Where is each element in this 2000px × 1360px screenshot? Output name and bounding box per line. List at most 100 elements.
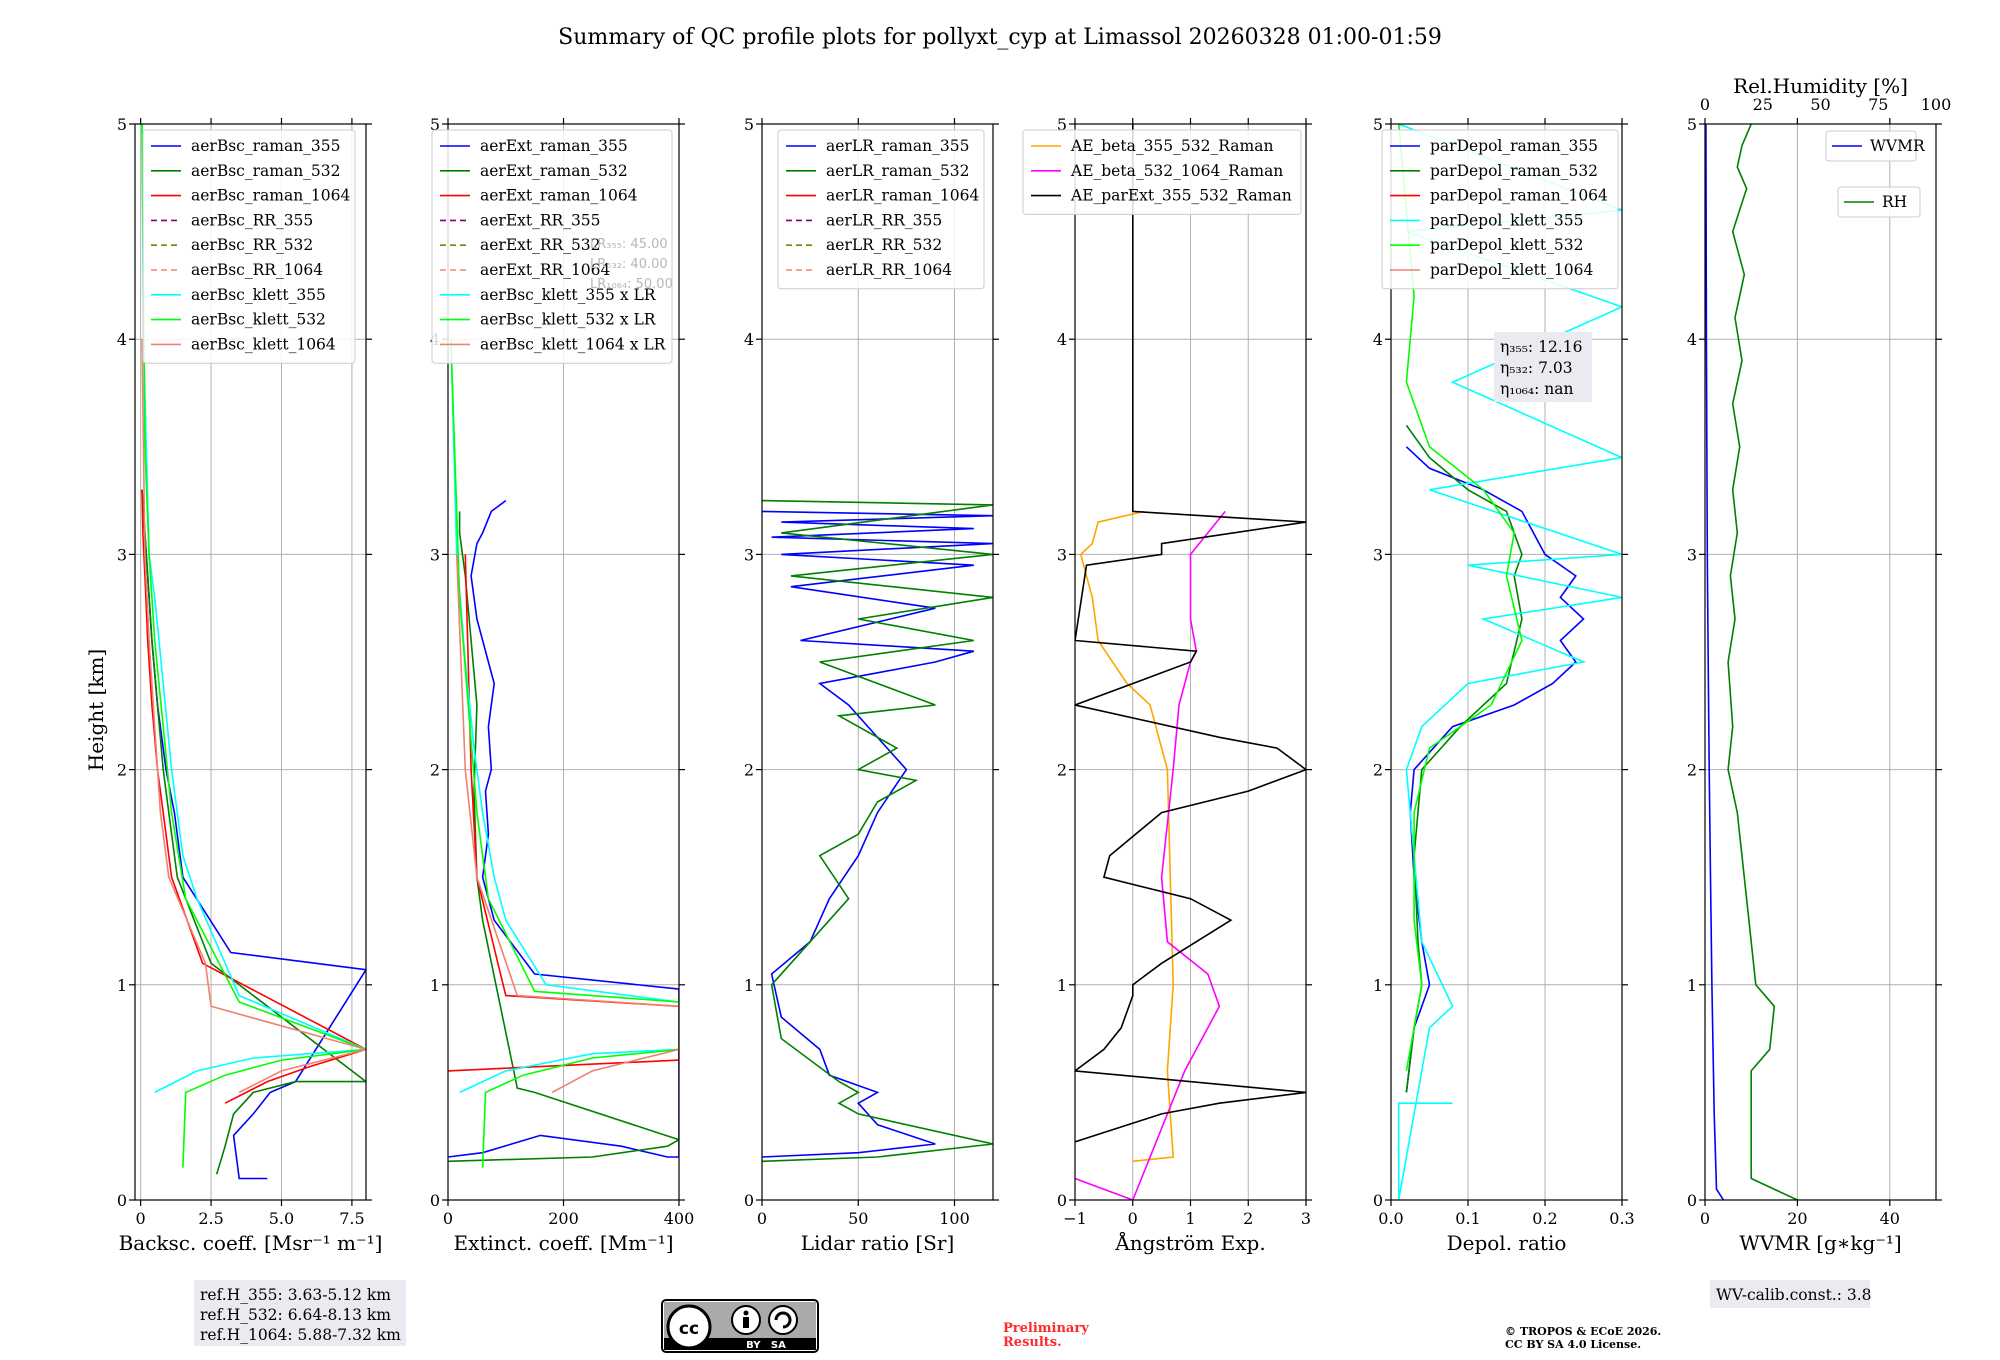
x-axis-label: WVMR [g∗kg⁻¹]	[1739, 1231, 1901, 1255]
series-line-aerBsc_klett_532	[141, 124, 366, 1168]
panel-backscatter: 0 1 2 3 4 5 0 2.5 5.0 7.5 Backsc. coeff. [Msr⁻¹ m⁻…	[117, 115, 383, 1255]
y-tick-label: 4	[1687, 330, 1697, 349]
y-tick-label: 2	[744, 761, 754, 780]
ref-height-line-355: ref.H_355: 3.63-5.12 km	[200, 1286, 391, 1304]
legend-entry: aerBsc_klett_532	[191, 311, 326, 329]
legend-entry: aerExt_raman_355	[480, 137, 628, 155]
series-group	[1075, 124, 1306, 1200]
ref-height-line-532: ref.H_532: 6.64-8.13 km	[200, 1306, 391, 1324]
series-group	[141, 124, 366, 1180]
y-tick-label: 1	[1687, 976, 1697, 995]
axes-frame	[1704, 123, 1937, 1201]
y-tick-label: 1	[744, 976, 754, 995]
legend-entry: WVMR	[1870, 137, 1926, 155]
y-tick-label: 4	[1373, 330, 1383, 349]
legend-entry: parDepol_raman_532	[1430, 162, 1598, 180]
panel-depol: 0 1 2 3 4 5 0.0 0.1 0.2 0.3 Depol. ratio parDepol_r…	[1373, 115, 1635, 1255]
legend-entry: parDepol_raman_355	[1430, 137, 1598, 155]
x-tick-label: 20	[1787, 1209, 1807, 1228]
legend-entry: parDepol_klett_355	[1430, 211, 1583, 229]
x-axis-label: Extinct. coeff. [Mm⁻¹]	[453, 1231, 673, 1255]
wv-calib-text: WV-calib.const.: 3.8	[1716, 1286, 1872, 1304]
legend-entry: aerBsc_raman_1064	[191, 187, 351, 205]
axes-frame	[1390, 123, 1623, 1201]
legend-WVMR: WVMR	[1825, 130, 1926, 162]
series-line-aerLR_raman_532	[762, 499, 993, 1163]
legend-entry: aerExt_raman_1064	[480, 187, 638, 205]
eta-line: η₃₅₅: 12.16	[1500, 338, 1582, 356]
legend-entry: AE_parExt_355_532_Raman	[1070, 187, 1292, 205]
x-tick-label: 400	[664, 1209, 695, 1228]
series-line-AE_beta_355_532_Raman	[1079, 510, 1175, 1163]
y-tick-label: 1	[117, 976, 127, 995]
x-tick-label: 40	[1880, 1209, 1900, 1228]
x-tick-label: 1	[1185, 1209, 1195, 1228]
legend-entry: aerBsc_raman_355	[191, 137, 341, 155]
legend-entry: aerExt_raman_532	[480, 162, 628, 180]
eta-annotation: η₃₅₅: 12.16 η₅₃₂: 7.03 η₁₀₆₄: nan	[1494, 332, 1592, 402]
svg-text:cc: cc	[679, 1319, 699, 1339]
cc-by-sa-badge: cc BY SA	[661, 1299, 819, 1353]
x-tick-label: 200	[548, 1209, 579, 1228]
y-tick-label: 4	[1057, 330, 1067, 349]
x-tick-label: 0	[443, 1209, 453, 1228]
x2-tick-label: 75	[1868, 95, 1888, 114]
y-tick-label: 0	[1373, 1191, 1383, 1210]
legend-entry: parDepol_raman_1064	[1430, 187, 1608, 205]
series-line-AE_parExt_355_532_Raman	[1075, 124, 1306, 1143]
x-tick-label: 0	[757, 1209, 767, 1228]
figure-title: Summary of QC profile plots for pollyxt_…	[558, 25, 1442, 50]
legend-entry: aerLR_raman_532	[826, 162, 969, 180]
wv-calib-annotation: WV-calib.const.: 3.8	[1710, 1280, 1872, 1308]
x-tick-label: 0.3	[1609, 1209, 1634, 1228]
lr-annotation-line: LR₁₀₆₄: 50.00	[590, 277, 673, 292]
legend-entry: parDepol_klett_1064	[1430, 261, 1593, 279]
ref-height-annotation: ref.H_355: 3.63-5.12 km ref.H_532: 6.64-…	[194, 1280, 406, 1346]
copyright-note: © TROPOS & ECoE 2026. CC BY SA 4.0 Licens…	[1505, 1325, 1661, 1351]
legend-entry: aerExt_RR_532	[480, 236, 601, 254]
legend: AE_beta_355_532_Raman AE_beta_532_1064_Ra…	[1022, 129, 1302, 215]
y-tick-label: 2	[117, 761, 127, 780]
cc-badge-label: BY SA	[746, 1340, 786, 1351]
x-tick-label: 50	[848, 1209, 868, 1228]
y-tick-label: 0	[744, 1191, 754, 1210]
legend-entry: aerBsc_klett_355	[191, 286, 326, 304]
x-axis-label: Backsc. coeff. [Msr⁻¹ m⁻¹]	[119, 1231, 383, 1255]
x-tick-label: 0	[1128, 1209, 1138, 1228]
y-tick-label: 1	[430, 976, 440, 995]
series-line-aerBsc_klett_1064	[141, 339, 366, 1094]
legend-entry: aerBsc_RR_355	[191, 211, 313, 229]
series-line-aerBsc_klett_532 x LR	[450, 339, 679, 1168]
y-tick-label: 5	[1373, 115, 1383, 134]
y-tick-label: 3	[430, 545, 440, 564]
series-line-aerBsc_klett_355 x LR	[450, 339, 679, 1094]
legend-entry: aerLR_raman_355	[826, 137, 969, 155]
x-tick-label: 0	[1700, 1209, 1710, 1228]
x2-tick-label: 50	[1810, 95, 1830, 114]
x-axis-label: Lidar ratio [Sr]	[801, 1231, 955, 1255]
legend-entry: aerExt_RR_355	[480, 211, 601, 229]
lr-annotation-line: LR₃₅₅: 45.00	[590, 237, 668, 252]
series-line-aerExt_raman_1064	[448, 554, 679, 1072]
x-tick-label: 5.0	[269, 1209, 294, 1228]
x-tick-label: 0.2	[1532, 1209, 1557, 1228]
series-line-parDepol_klett_532	[1397, 124, 1523, 1072]
series-line-aerBsc_klett_355	[141, 124, 366, 1094]
y-tick-label: 5	[1687, 115, 1697, 134]
series-line-aerBsc_raman_532	[141, 489, 366, 1175]
legend-entry: aerLR_RR_532	[826, 236, 942, 254]
x2-tick-label: 100	[1921, 95, 1952, 114]
series-line-aerLR_raman_355	[762, 510, 993, 1158]
lr-annotation: LR₃₅₅: 45.00 LR₅₃₂: 40.00 LR₁₀₆₄: 50.00	[590, 237, 673, 292]
share-alike-icon	[768, 1305, 798, 1335]
y-tick-label: 1	[1057, 976, 1067, 995]
legend-entry: aerLR_RR_355	[826, 211, 942, 229]
x2-tick-label: 0	[1700, 95, 1710, 114]
x-tick-label: 7.5	[339, 1209, 364, 1228]
series-line-aerBsc_klett_1064 x LR	[455, 554, 679, 1094]
series-group	[448, 339, 679, 1168]
legend-RH: RH	[1837, 186, 1921, 218]
